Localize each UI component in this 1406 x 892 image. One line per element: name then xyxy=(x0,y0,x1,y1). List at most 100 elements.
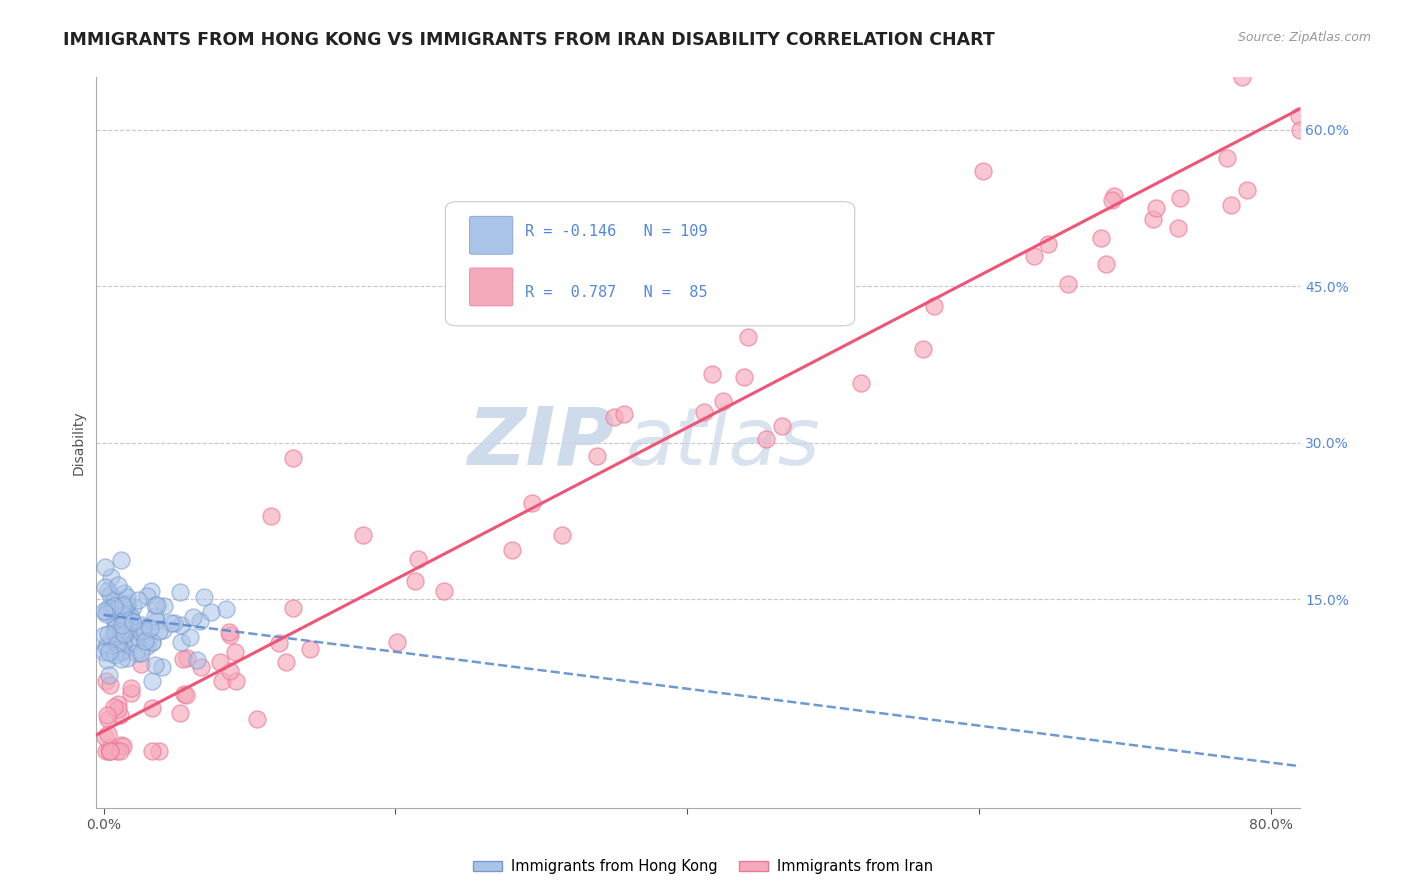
Point xyxy=(141,635,163,649)
Point xyxy=(120,686,142,700)
Point xyxy=(219,665,242,679)
Point xyxy=(96,639,118,653)
Point xyxy=(152,623,174,637)
Point xyxy=(97,601,120,615)
Point xyxy=(97,712,120,726)
Point xyxy=(1101,193,1123,207)
Text: ZIP: ZIP xyxy=(467,404,614,482)
Point xyxy=(117,607,139,622)
Point xyxy=(1216,151,1239,165)
Point xyxy=(111,628,134,642)
Point xyxy=(100,570,122,584)
Point xyxy=(1090,231,1112,245)
Point xyxy=(134,625,156,640)
Point xyxy=(108,743,131,757)
Point xyxy=(114,600,136,615)
Point xyxy=(693,405,716,419)
Point xyxy=(104,626,127,640)
Point xyxy=(97,582,120,597)
Point xyxy=(110,624,132,639)
Point xyxy=(107,637,129,651)
Point xyxy=(186,653,208,667)
Point xyxy=(103,623,125,637)
Point xyxy=(169,618,191,632)
Point xyxy=(141,634,163,648)
Point xyxy=(104,602,127,616)
Point xyxy=(1289,122,1312,136)
Point xyxy=(103,591,125,606)
Point xyxy=(96,708,118,723)
Point xyxy=(190,660,212,674)
Point xyxy=(141,674,163,689)
Point xyxy=(136,589,159,603)
Point xyxy=(283,451,305,466)
Point xyxy=(501,542,523,557)
Point xyxy=(112,614,135,628)
Point xyxy=(173,687,195,701)
Point xyxy=(121,614,143,628)
Point xyxy=(97,645,120,659)
Point xyxy=(131,618,153,632)
Point xyxy=(111,637,134,651)
Point xyxy=(169,706,191,721)
Point xyxy=(218,624,240,639)
Point xyxy=(104,648,127,663)
Point xyxy=(107,702,129,716)
Point xyxy=(433,583,456,598)
Point xyxy=(134,633,156,648)
Point xyxy=(104,620,127,634)
Point xyxy=(260,508,283,523)
Point xyxy=(770,419,793,434)
Point xyxy=(385,635,408,649)
Point xyxy=(183,610,205,624)
Point xyxy=(281,600,304,615)
Point xyxy=(128,624,150,639)
Point xyxy=(107,629,129,643)
Text: R =  0.787   N =  85: R = 0.787 N = 85 xyxy=(524,285,707,300)
Point xyxy=(94,640,117,655)
Point xyxy=(176,688,198,702)
Point xyxy=(93,628,115,642)
Point xyxy=(912,343,935,357)
Point xyxy=(110,652,132,666)
Text: atlas: atlas xyxy=(626,404,821,482)
Text: Source: ZipAtlas.com: Source: ZipAtlas.com xyxy=(1237,31,1371,45)
Point xyxy=(94,607,117,622)
Point xyxy=(98,740,121,755)
Point xyxy=(110,553,132,567)
Point xyxy=(1144,201,1167,215)
Point xyxy=(755,432,778,446)
Point xyxy=(193,591,215,605)
Point xyxy=(179,630,201,644)
Point xyxy=(105,602,128,616)
Point xyxy=(117,596,139,610)
Point xyxy=(148,743,170,757)
Point xyxy=(150,660,173,674)
Point xyxy=(148,624,170,639)
Point xyxy=(224,645,246,659)
Point xyxy=(209,655,232,669)
Point xyxy=(163,616,186,631)
Point xyxy=(851,376,873,390)
Point xyxy=(1094,257,1116,271)
Point xyxy=(1288,109,1310,123)
Point xyxy=(145,614,167,628)
Point xyxy=(1036,236,1059,251)
Point xyxy=(97,627,120,641)
Point xyxy=(1142,211,1164,226)
Point xyxy=(128,631,150,645)
Point xyxy=(145,658,167,673)
Point xyxy=(1102,189,1125,203)
Point xyxy=(1056,277,1078,292)
Point xyxy=(143,599,166,613)
Point xyxy=(139,584,162,599)
Point xyxy=(603,410,626,425)
Point xyxy=(112,599,135,613)
Point xyxy=(103,700,125,714)
Point xyxy=(97,727,120,741)
Point xyxy=(1167,221,1189,235)
Point xyxy=(551,527,574,541)
Point xyxy=(107,578,129,592)
Point xyxy=(276,655,298,669)
Point xyxy=(115,600,138,615)
